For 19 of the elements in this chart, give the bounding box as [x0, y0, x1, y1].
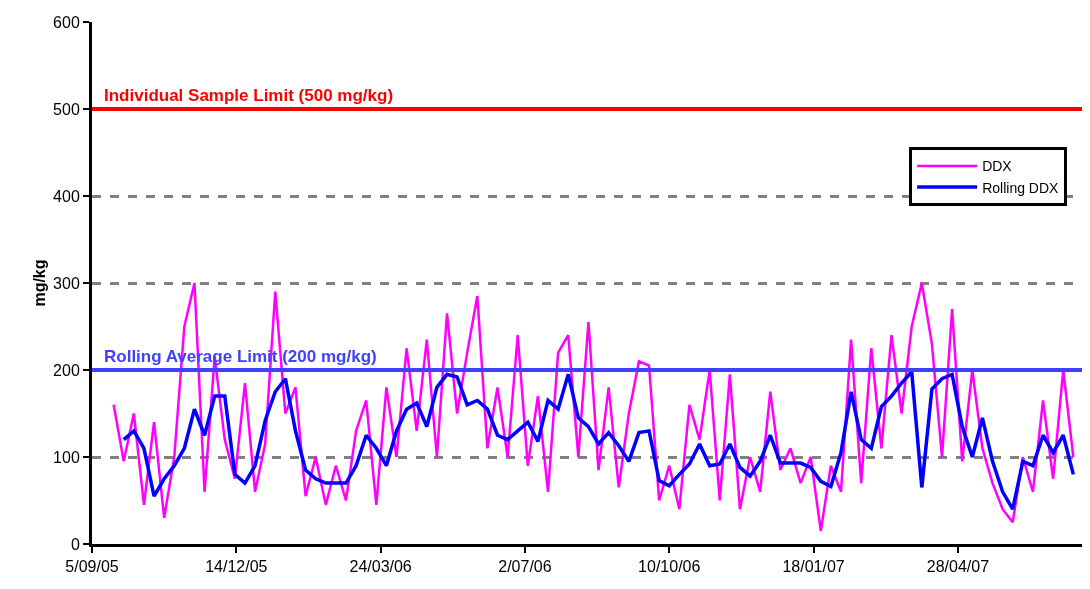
x-tick-label: 24/03/06	[349, 558, 412, 576]
x-tick-label: 2/07/06	[498, 558, 552, 576]
x-tick-label: 14/12/05	[205, 558, 268, 576]
y-tick-label: 300	[53, 274, 80, 292]
y-axis-title: mg/kg	[31, 259, 48, 307]
legend-label: Rolling DDX	[982, 179, 1060, 196]
x-tick-label: 18/01/07	[782, 558, 845, 576]
y-tick-label: 0	[70, 535, 80, 553]
ref-line-label: Individual Sample Limit (500 mg/kg)	[104, 86, 394, 105]
y-tick-label: 200	[53, 361, 80, 379]
x-tick-label: 10/10/06	[638, 558, 701, 576]
y-tick-label: 100	[53, 448, 80, 466]
y-tick-label: 600	[53, 13, 80, 31]
x-tick-label: 28/04/07	[926, 558, 990, 576]
x-tick-label: 5/09/05	[65, 558, 119, 576]
line-series	[122, 369, 1076, 511]
y-tick-label: 500	[53, 100, 80, 118]
legend-label: DDX	[982, 158, 1013, 175]
y-tick-label: 400	[53, 187, 80, 205]
